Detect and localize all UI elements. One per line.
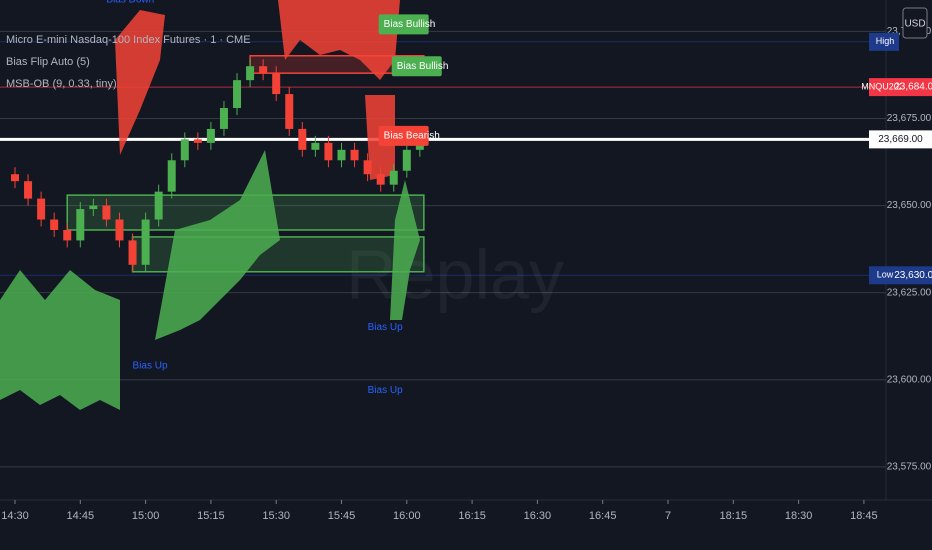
candle-body: [311, 142, 320, 150]
price-tag-name: High: [876, 36, 895, 46]
y-tick-label: 23,600.00: [887, 374, 932, 385]
candle-body: [389, 170, 398, 185]
price-tag-value: 23,669.00: [878, 134, 923, 145]
indicator-legend: Bias Flip Auto (5): [6, 56, 90, 68]
x-tick-label: 16:00: [393, 510, 421, 522]
x-tick-label: 16:30: [524, 510, 552, 522]
price-tag: [869, 266, 901, 285]
candle-body: [285, 94, 294, 129]
x-tick-label: 18:15: [720, 510, 748, 522]
order-block: [131, 236, 425, 273]
candle-body: [219, 108, 228, 129]
x-tick-label: 15:00: [132, 510, 160, 522]
candle-body: [376, 174, 385, 185]
x-tick-label: 18:30: [785, 510, 813, 522]
x-tick-label: 14:45: [67, 510, 95, 522]
candle-body: [193, 139, 202, 143]
candle-body: [363, 160, 372, 175]
candle-body: [298, 128, 307, 150]
candle-body: [154, 191, 163, 220]
candle-body: [324, 142, 333, 161]
x-tick-label: 16:45: [589, 510, 617, 522]
symbol-title: Micro E-mini Nasdaq-100 Index Futures · …: [6, 34, 251, 46]
x-tick-label: 14:30: [1, 510, 29, 522]
price-tag-value: 23,630.00: [894, 270, 932, 281]
watermark: Replay: [346, 235, 564, 313]
bias-label: Bias Down: [106, 0, 154, 6]
price-tag: [901, 78, 932, 97]
x-tick-label: 15:30: [262, 510, 290, 522]
bias-area: [390, 180, 420, 320]
bias-label-box: [391, 56, 442, 77]
candle-body: [141, 219, 150, 265]
candle-body: [11, 174, 19, 182]
y-tick-label: 23,625.00: [887, 287, 932, 298]
candle-body: [167, 160, 176, 192]
price-tag-name: MNQU2025: [861, 81, 909, 91]
candle-body: [259, 66, 268, 74]
x-tick-label: 7: [665, 510, 671, 522]
price-tag: [869, 32, 899, 51]
y-tick-label: 23,650.00: [887, 200, 932, 211]
bias-label: Bias Up: [368, 385, 403, 396]
candle-body: [102, 205, 111, 220]
currency: USD: [904, 19, 925, 30]
bias-label: Bias Bullish: [384, 19, 436, 30]
candle-body: [50, 219, 59, 230]
candle-body: [128, 240, 137, 265]
y-tick-label: 23,575.00: [887, 462, 932, 473]
candle-body: [402, 149, 411, 171]
axes: 23,575.00 23,600.00 23,625.00 23,650.00 23,6…: [1, 26, 932, 522]
bias-area: [0, 270, 120, 410]
candle-body: [76, 209, 85, 241]
bias-area: [115, 10, 165, 155]
candle-body: [272, 73, 281, 95]
bias-label: Bias Up: [368, 322, 403, 333]
bias-label-box: [378, 125, 429, 146]
candle-body: [246, 66, 255, 81]
price-tag-name: Low: [877, 270, 894, 280]
candle-body: [233, 80, 242, 109]
candle-body: [337, 149, 346, 161]
bias-label: Bias Up: [133, 360, 168, 371]
price-tag: [901, 266, 932, 285]
candle-body: [89, 205, 98, 210]
candle-body: [115, 219, 124, 241]
bias-area: [278, 0, 400, 80]
plot: Bias Bullish Bias Bullish Bias Bearish Bias…: [11, 0, 448, 396]
candle-body: [63, 229, 72, 241]
x-tick-label: 15:15: [197, 510, 225, 522]
bias-label: Bias Bearish: [384, 131, 440, 142]
order-block: [66, 194, 425, 231]
currency-button[interactable]: [902, 7, 928, 39]
price-tag: [869, 78, 901, 97]
x-tick-label: 18:45: [850, 510, 878, 522]
candle-body: [350, 149, 359, 161]
y-tick-label: 23,675.00: [887, 113, 932, 124]
x-tick-label: 15:45: [328, 510, 356, 522]
bias-label: Bias Bullish: [397, 61, 449, 72]
indicator-legend: MSB-OB (9, 0.33, tiny): [6, 78, 117, 90]
candle-body: [180, 139, 189, 161]
price-tag: [869, 130, 932, 149]
candle-body: [206, 128, 215, 143]
bias-area: [155, 150, 280, 340]
price-tag-value: 23,684.00: [894, 82, 932, 93]
candle-body: [24, 181, 33, 199]
candle-body: [37, 198, 46, 220]
x-tick-label: 16:15: [458, 510, 486, 522]
bias-label-box: [378, 14, 429, 35]
